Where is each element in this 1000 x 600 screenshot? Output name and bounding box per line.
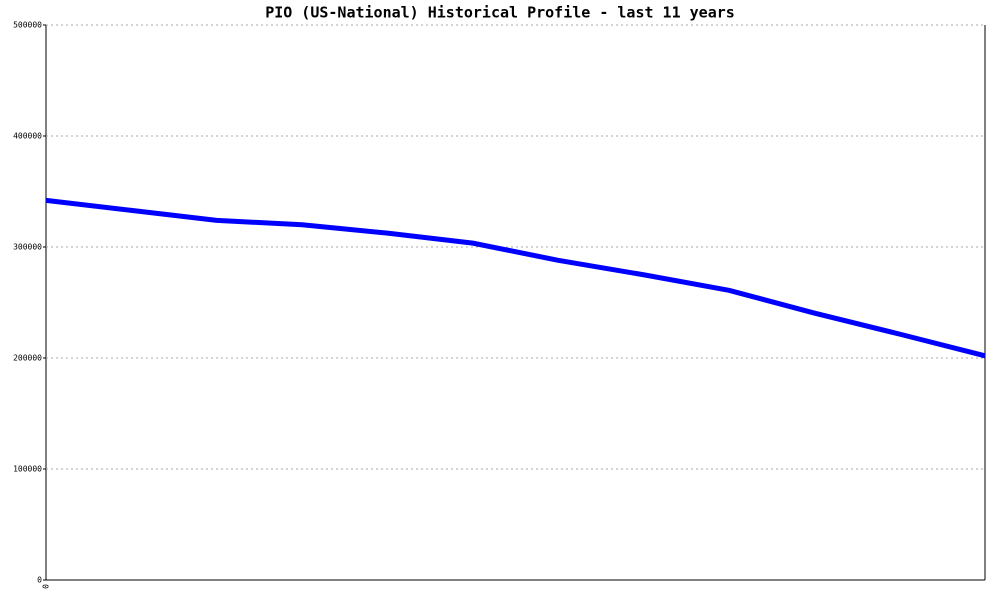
y-tick-label: 500000 <box>13 21 42 30</box>
chart-title: PIO (US-National) Historical Profile - l… <box>265 4 735 22</box>
y-tick-label: 100000 <box>13 465 42 474</box>
data-line <box>45 197 986 359</box>
y-tick-label: 200000 <box>13 354 42 363</box>
y-tick-label: 400000 <box>13 132 42 141</box>
x-tick-label: 0 <box>42 584 51 589</box>
y-tick-label: 0 <box>37 576 42 585</box>
y-tick-label: 300000 <box>13 243 42 252</box>
